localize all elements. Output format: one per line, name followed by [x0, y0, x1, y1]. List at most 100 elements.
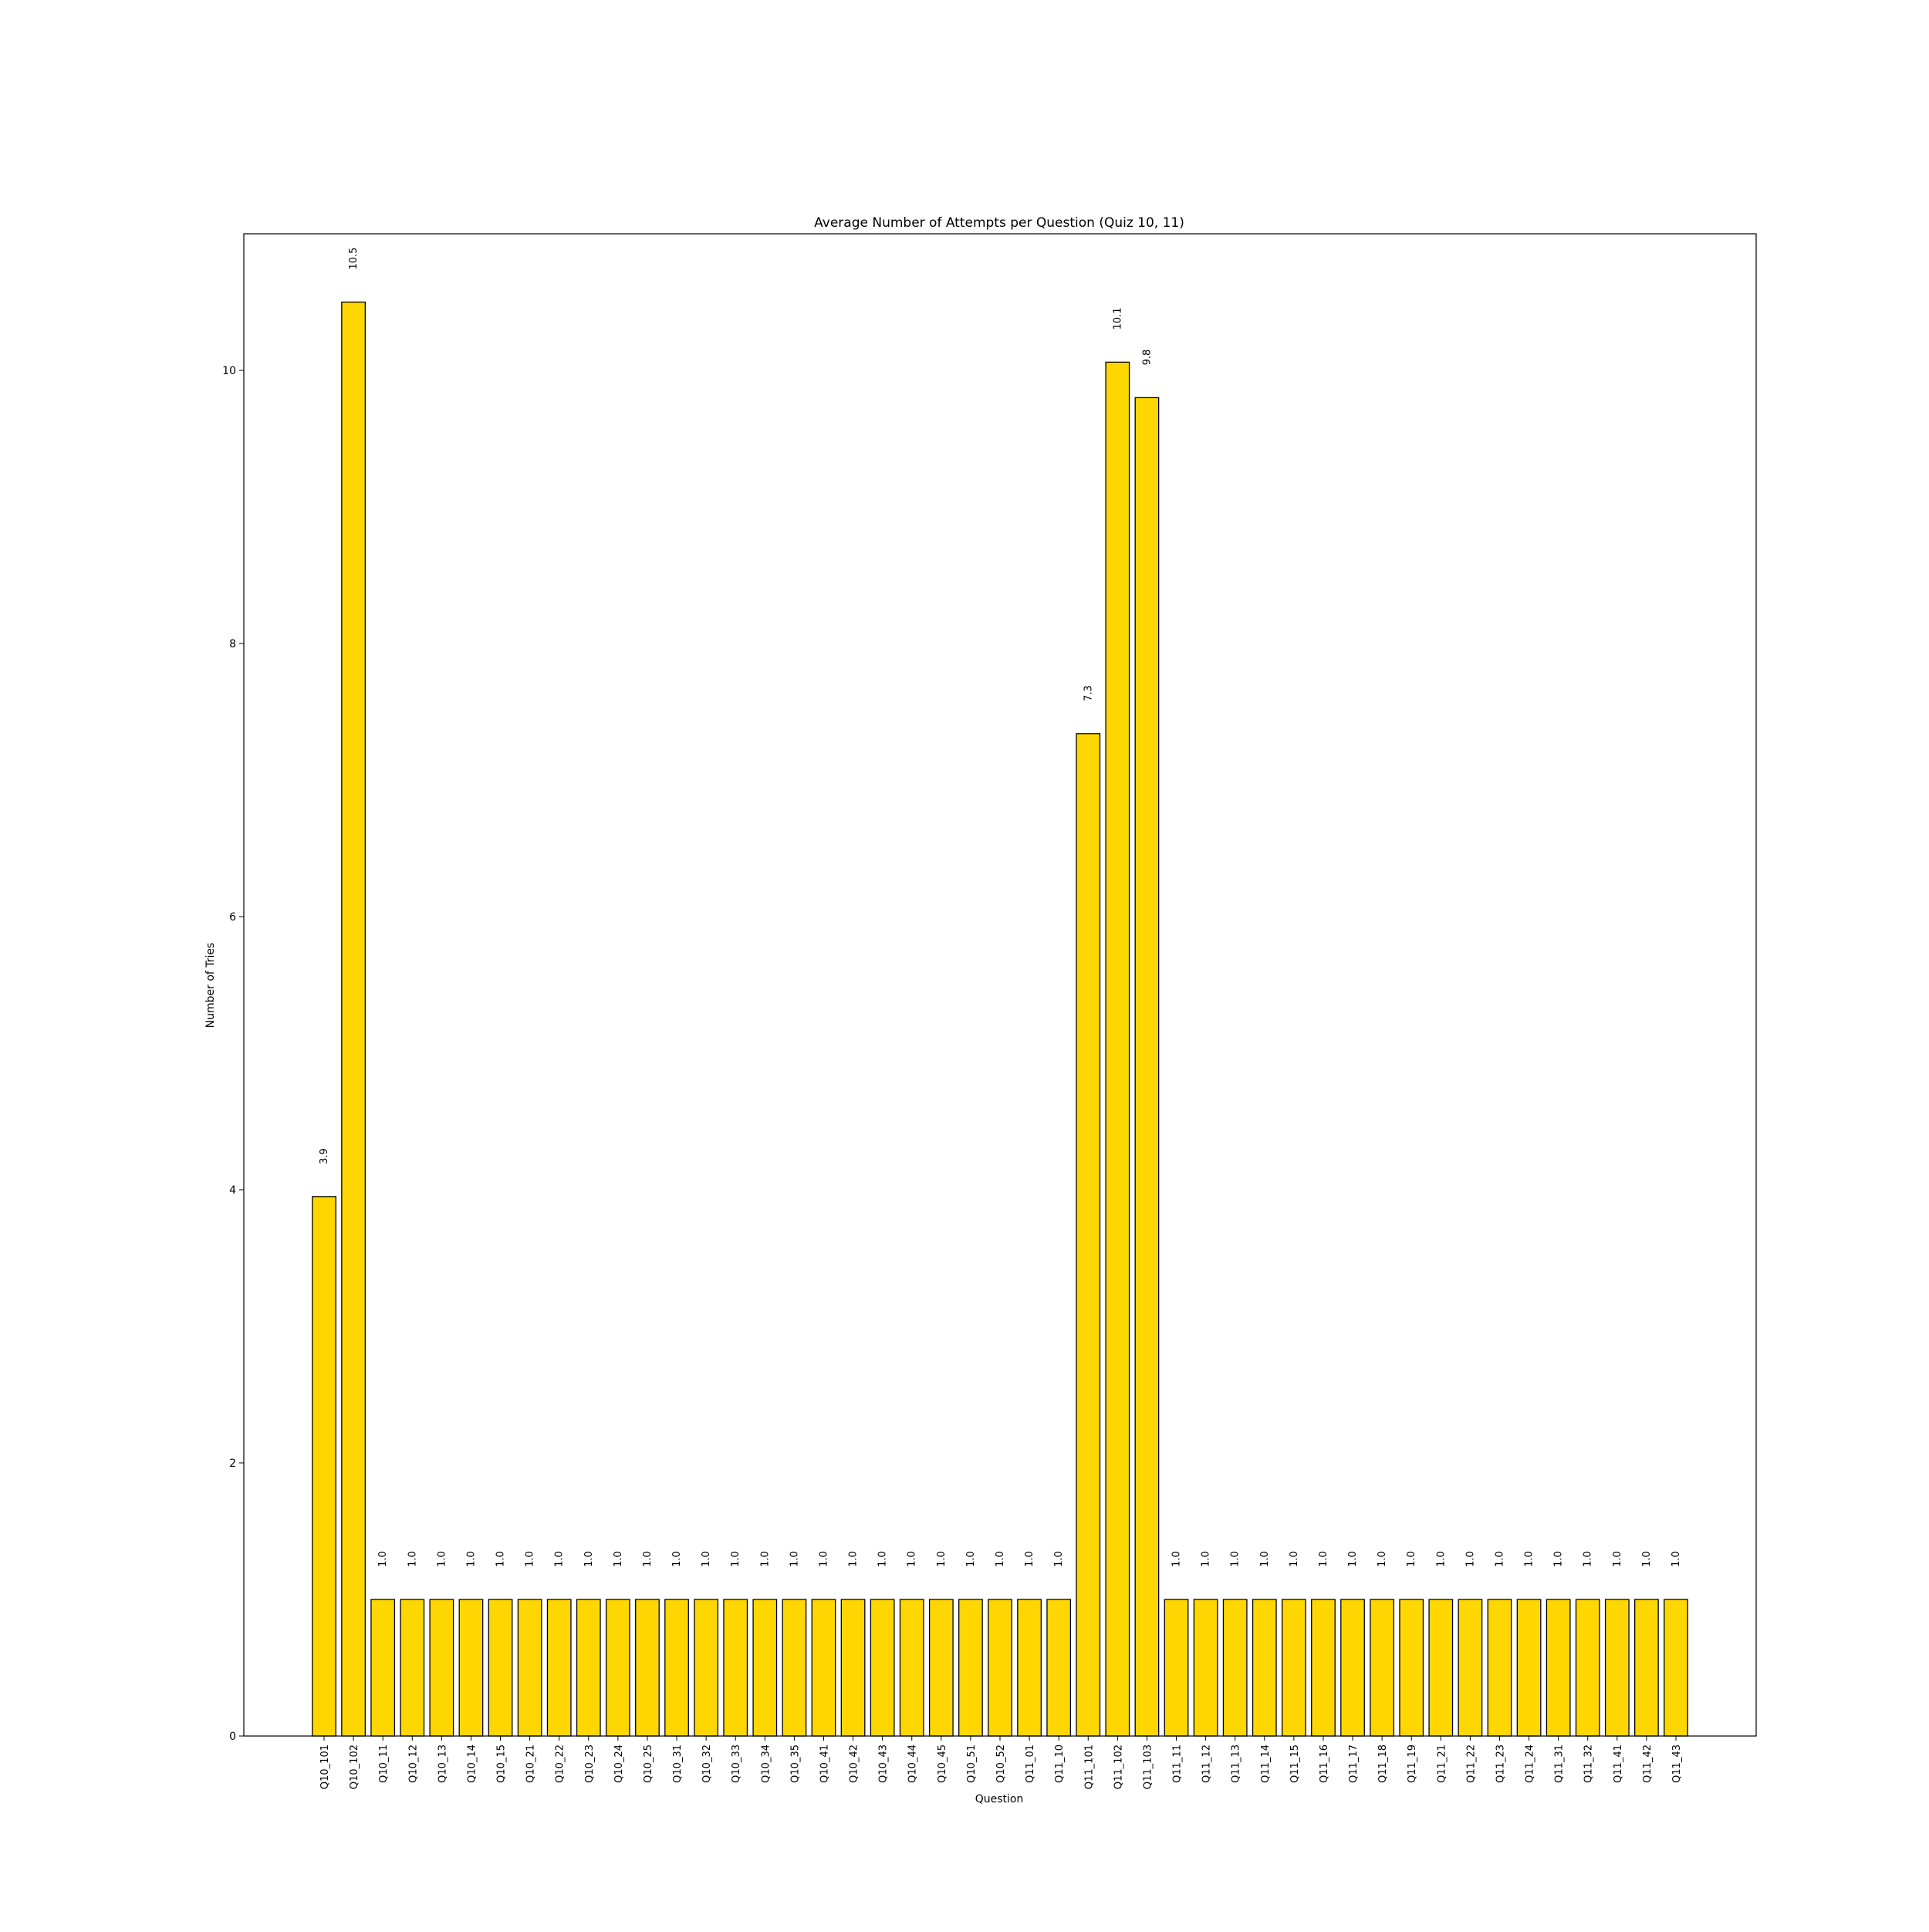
data-label-Q10_34: 1.0 — [759, 1551, 771, 1567]
x-tick-label-Q10_44: Q10_44 — [907, 1745, 919, 1783]
bar-Q10_41 — [811, 1599, 836, 1737]
data-label-Q11_103: 9.8 — [1141, 350, 1153, 366]
data-label-Q11_23: 1.0 — [1494, 1551, 1505, 1567]
bar-Q10_12 — [400, 1599, 425, 1737]
data-label-Q10_45: 1.0 — [936, 1551, 948, 1567]
plot-area-frame — [243, 233, 1757, 1737]
data-label-Q11_14: 1.0 — [1259, 1551, 1271, 1567]
x-tick-label-Q11_102: Q11_102 — [1113, 1745, 1124, 1789]
data-label-Q10_12: 1.0 — [407, 1551, 418, 1567]
data-label-Q10_13: 1.0 — [436, 1551, 448, 1567]
x-tick-label-Q10_102: Q10_102 — [349, 1745, 360, 1789]
data-label-Q11_24: 1.0 — [1524, 1551, 1535, 1567]
bar-Q11_103 — [1134, 397, 1160, 1737]
data-label-Q10_21: 1.0 — [525, 1551, 536, 1567]
bar-Q11_102 — [1105, 361, 1130, 1737]
bar-Q11_22 — [1458, 1599, 1483, 1737]
data-label-Q11_31: 1.0 — [1553, 1551, 1565, 1567]
x-tick-label-Q11_24: Q11_24 — [1525, 1745, 1536, 1783]
data-label-Q11_21: 1.0 — [1435, 1551, 1447, 1567]
x-tick-label-Q10_34: Q10_34 — [760, 1745, 772, 1783]
data-label-Q10_22: 1.0 — [554, 1551, 566, 1567]
x-tick-label-Q11_13: Q11_13 — [1231, 1745, 1242, 1783]
bar-Q10_22 — [546, 1599, 572, 1737]
bar-Q11_14 — [1252, 1599, 1277, 1737]
bar-Q10_33 — [723, 1599, 748, 1737]
y-tick-label-8: 8 — [229, 638, 236, 650]
x-tick-label-Q10_14: Q10_14 — [466, 1745, 478, 1783]
bar-Q11_41 — [1604, 1599, 1630, 1737]
data-label-Q11_15: 1.0 — [1289, 1551, 1300, 1567]
data-label-Q11_11: 1.0 — [1171, 1551, 1183, 1567]
data-label-Q11_22: 1.0 — [1464, 1551, 1476, 1567]
bar-Q10_15 — [488, 1599, 513, 1737]
y-tick-label-0: 0 — [229, 1731, 236, 1743]
x-tick-label-Q11_01: Q11_01 — [1025, 1745, 1036, 1783]
data-label-Q10_14: 1.0 — [465, 1551, 477, 1567]
bar-Q10_24 — [605, 1599, 630, 1737]
bar-Q10_45 — [928, 1599, 954, 1737]
bar-Q11_31 — [1546, 1599, 1571, 1737]
data-label-Q10_51: 1.0 — [965, 1551, 977, 1567]
data-label-Q10_25: 1.0 — [642, 1551, 654, 1567]
x-tick-label-Q11_32: Q11_32 — [1583, 1745, 1595, 1783]
bar-Q11_43 — [1664, 1599, 1688, 1737]
bar-Q10_43 — [870, 1599, 895, 1737]
x-tick-label-Q11_18: Q11_18 — [1377, 1745, 1389, 1783]
x-tick-label-Q11_43: Q11_43 — [1671, 1745, 1683, 1783]
data-label-Q10_24: 1.0 — [613, 1551, 624, 1567]
data-label-Q10_33: 1.0 — [730, 1551, 742, 1567]
bar-Q10_101 — [312, 1196, 336, 1737]
x-tick-label-Q10_22: Q10_22 — [555, 1745, 566, 1783]
data-label-Q11_19: 1.0 — [1406, 1551, 1417, 1567]
data-label-Q11_18: 1.0 — [1377, 1551, 1388, 1567]
x-tick-label-Q11_16: Q11_16 — [1319, 1745, 1330, 1783]
data-label-Q10_101: 3.9 — [319, 1148, 330, 1164]
bar-Q11_24 — [1516, 1599, 1542, 1737]
data-label-Q10_32: 1.0 — [701, 1551, 712, 1567]
data-label-Q10_23: 1.0 — [583, 1551, 595, 1567]
x-tick-label-Q10_11: Q10_11 — [378, 1745, 390, 1783]
bar-Q11_12 — [1193, 1599, 1218, 1737]
data-label-Q11_16: 1.0 — [1318, 1551, 1329, 1567]
bar-Q11_17 — [1340, 1599, 1365, 1737]
x-axis: Q10_101 Q10_102 Q10_11 Q10_12 Q10_13 Q10_14 Q1… — [319, 1736, 1683, 1789]
bar-Q10_31 — [664, 1599, 689, 1737]
bar-Q11_10 — [1046, 1599, 1072, 1737]
x-tick-label-Q11_11: Q11_11 — [1172, 1745, 1184, 1783]
bar-Q11_21 — [1428, 1599, 1454, 1737]
x-tick-label-Q10_21: Q10_21 — [525, 1745, 537, 1783]
data-label-Q11_12: 1.0 — [1201, 1551, 1212, 1567]
x-tick-label-Q11_15: Q11_15 — [1289, 1745, 1301, 1783]
data-label-Q10_11: 1.0 — [377, 1551, 389, 1567]
data-label-Q10_15: 1.0 — [495, 1551, 507, 1567]
bar-Q10_23 — [576, 1599, 601, 1737]
data-label-Q11_13: 1.0 — [1230, 1551, 1242, 1567]
bar-Q10_44 — [899, 1599, 924, 1737]
y-tick-label-6: 6 — [229, 911, 236, 924]
y-axis-label: Number of Tries — [204, 943, 217, 1028]
data-label-Q11_10: 1.0 — [1053, 1551, 1065, 1567]
bar-Q10_21 — [517, 1599, 542, 1737]
data-label-Q11_17: 1.0 — [1347, 1551, 1359, 1567]
y-axis: 0 2 4 6 8 10 — [222, 365, 244, 1743]
bar-Q11_101 — [1076, 733, 1101, 1737]
data-label-Q10_41: 1.0 — [818, 1551, 829, 1567]
bar-Q10_32 — [694, 1599, 719, 1737]
bar-Q11_01 — [1017, 1599, 1042, 1737]
bar-Q10_13 — [429, 1599, 454, 1737]
data-label-Q11_102: 10.1 — [1112, 307, 1123, 329]
bar-Q10_42 — [840, 1599, 866, 1737]
y-tick-label-10: 10 — [222, 365, 236, 377]
x-tick-label-Q11_101: Q11_101 — [1083, 1745, 1095, 1789]
data-label-Q10_102: 10.5 — [348, 248, 360, 270]
x-tick-label-Q11_12: Q11_12 — [1201, 1745, 1213, 1783]
x-tick-label-Q10_33: Q10_33 — [731, 1745, 742, 1783]
bar-Q11_19 — [1399, 1599, 1424, 1737]
x-tick-label-Q10_52: Q10_52 — [995, 1745, 1007, 1783]
bar-Q11_15 — [1281, 1599, 1306, 1737]
x-tick-label-Q10_15: Q10_15 — [496, 1745, 508, 1783]
x-tick-label-Q11_10: Q11_10 — [1054, 1745, 1066, 1783]
